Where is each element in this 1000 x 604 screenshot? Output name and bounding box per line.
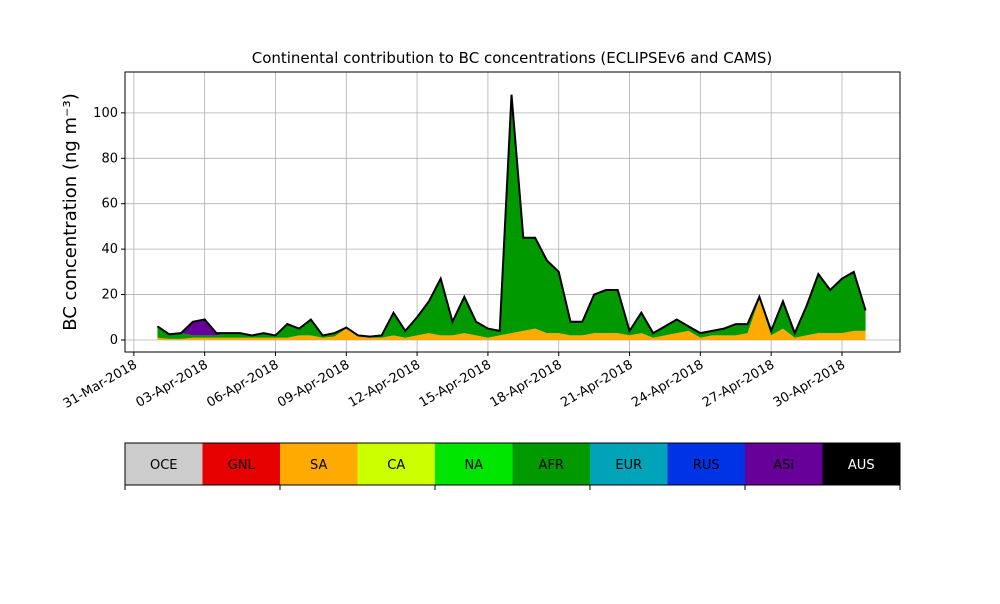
x-tick-label: 03-Apr-2018 [134, 357, 211, 410]
legend-label: GNL [228, 458, 256, 473]
y-tick-label: 100 [93, 106, 118, 121]
y-tick-label: 0 [110, 333, 118, 348]
x-tick-label: 31-Mar-2018 [61, 357, 140, 411]
y-tick-label: 40 [101, 242, 118, 257]
x-tick-label: 27-Apr-2018 [700, 357, 777, 410]
area [157, 94, 866, 339]
legend-swatch [202, 443, 280, 485]
total-outline [156, 94, 867, 338]
legend-swatch [745, 443, 823, 485]
legend-label: OCE [150, 458, 178, 473]
legend-swatch [357, 443, 435, 485]
legend: OCE GNL SA CA NA AFR EUR RUS ASI AUS [124, 442, 901, 490]
legend-swatch [512, 443, 590, 485]
x-tick-label: 15-Apr-2018 [417, 357, 494, 410]
legend-label: EUR [615, 458, 642, 473]
x-tick-label: 09-Apr-2018 [275, 357, 352, 410]
y-axis-label: BC concentration (ng m⁻³) [60, 93, 81, 331]
x-tick-label: 21-Apr-2018 [558, 357, 635, 410]
x-tick-label: 18-Apr-2018 [488, 357, 565, 410]
legend-swatch [280, 443, 358, 485]
y-tick-label: 80 [101, 151, 118, 166]
legend-swatch [435, 443, 513, 485]
legend-swatch [590, 443, 668, 485]
legend-label: ASI [773, 458, 794, 473]
legend-swatch [667, 443, 745, 485]
legend-label: AUS [848, 458, 875, 473]
legend-swatch [822, 443, 900, 485]
x-tick-label: 12-Apr-2018 [346, 357, 423, 410]
legend-swatch [125, 443, 203, 485]
legend-frame [124, 442, 901, 486]
legend-label: AFR [539, 458, 564, 473]
x-tick-label: 06-Apr-2018 [204, 357, 281, 410]
chart-title: Continental contribution to BC concentra… [252, 49, 773, 67]
legend-label: CA [387, 458, 405, 473]
legend-label: NA [464, 458, 483, 473]
legend-label: RUS [693, 458, 720, 473]
y-tick-label: 60 [101, 197, 118, 212]
x-tick-label: 24-Apr-2018 [629, 357, 706, 410]
y-tick-label: 20 [101, 288, 118, 303]
x-tick-label: 30-Apr-2018 [771, 357, 848, 410]
legend-label: SA [310, 458, 327, 473]
plot-frame [124, 71, 901, 353]
